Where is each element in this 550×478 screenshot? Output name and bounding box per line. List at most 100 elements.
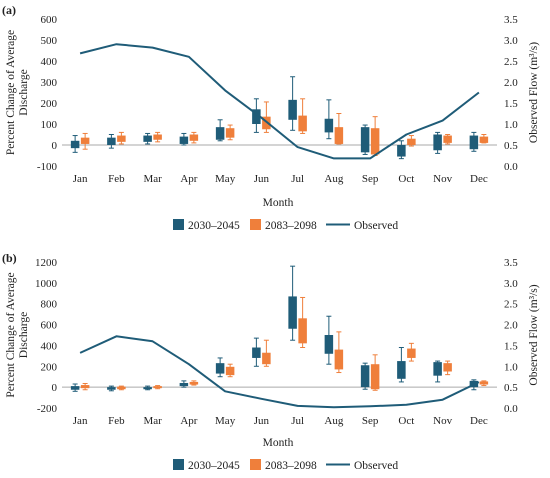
box-body xyxy=(107,137,116,145)
box-body xyxy=(433,362,442,376)
box-2083-2098 xyxy=(370,354,380,391)
legend-label-2083-2098: 2083–2098 xyxy=(265,460,317,472)
box-2030-2045 xyxy=(397,347,406,383)
y-tick-label: 100 xyxy=(41,119,58,131)
y2-tick-label: 0.0 xyxy=(504,403,518,415)
box-body xyxy=(397,145,406,157)
legend-label-observed: Observed xyxy=(354,460,398,472)
box-2030-2045 xyxy=(107,385,116,392)
box-body xyxy=(80,385,90,389)
y2-axis-title: Observed Flow (m³/s) xyxy=(528,284,540,385)
x-tick-label: Jan xyxy=(73,415,88,427)
y-tick-label: 200 xyxy=(41,361,58,373)
y-tick-label: 400 xyxy=(41,340,58,352)
x-tick-label: Oct xyxy=(398,173,414,185)
y-tick-label: 1200 xyxy=(35,257,58,269)
box-body xyxy=(324,335,334,354)
y2-tick-label: 3.5 xyxy=(504,257,518,269)
y2-tick-label: 2.5 xyxy=(504,56,518,68)
box-body xyxy=(334,127,344,144)
y-axis-title-line: Discharge xyxy=(18,69,30,115)
box-2030-2045 xyxy=(324,315,334,365)
box-2030-2045 xyxy=(288,265,297,341)
box-body xyxy=(360,365,370,388)
box-2030-2045 xyxy=(70,135,80,153)
x-tick-label: Sep xyxy=(362,415,379,427)
y2-tick-label: 1.0 xyxy=(504,361,518,373)
box-2083-2098 xyxy=(334,113,344,145)
box-body xyxy=(225,366,235,376)
y-tick-label: 300 xyxy=(41,77,58,89)
x-tick-label: May xyxy=(215,415,236,427)
y2-tick-label: 3.5 xyxy=(504,14,518,26)
box-2030-2045 xyxy=(215,119,225,142)
x-tick-label: Apr xyxy=(180,415,197,427)
box-2083-2098 xyxy=(262,101,271,133)
box-body xyxy=(117,135,126,142)
y-axis-title-line: Percent Change of Average xyxy=(5,272,17,397)
box-2030-2045 xyxy=(360,124,370,155)
y-axis-title: Percent Change of AverageDischarge xyxy=(5,30,30,155)
y2-tick-label: 3.0 xyxy=(504,35,518,47)
legend-swatch-2083-2098 xyxy=(250,459,261,470)
legend-swatch-2083-2098 xyxy=(250,219,261,230)
y2-tick-label: 2.0 xyxy=(504,320,518,332)
box-body xyxy=(360,127,370,153)
y-axis-title-line: Discharge xyxy=(18,312,30,358)
x-tick-label: Jul xyxy=(291,173,304,185)
panel-b: (b) -200 0 200 400 600 800 1000 1200 0.0 0.5 1.0 1… xyxy=(2,251,540,449)
box-2083-2098 xyxy=(479,134,489,144)
x-axis: Jan Feb Mar Apr May Jun Jul Aug Sep Oct Nov Dec xyxy=(73,173,488,185)
box-body xyxy=(189,381,199,385)
box-2030-2045 xyxy=(143,132,152,145)
box-2083-2098 xyxy=(407,135,416,147)
y2-tick-label: 3.0 xyxy=(504,278,518,290)
box-2083-2098 xyxy=(153,131,162,143)
box-body xyxy=(252,109,261,124)
box-body xyxy=(215,363,225,374)
y-tick-label: 0 xyxy=(52,140,58,152)
y2-tick-label: 0.5 xyxy=(504,382,518,394)
box-2083-2098 xyxy=(225,124,235,141)
box-2083-2098 xyxy=(298,98,307,134)
observed-line xyxy=(79,335,480,409)
x-tick-label: Jun xyxy=(254,173,270,185)
box-body xyxy=(288,99,297,120)
y2-tick-label: 1.5 xyxy=(504,340,518,352)
box-body xyxy=(70,386,80,390)
box-body xyxy=(370,364,380,390)
box-body xyxy=(215,127,225,140)
y2-tick-label: 1.0 xyxy=(504,119,518,131)
box-body xyxy=(153,134,162,140)
box-body xyxy=(407,348,416,358)
y2-tick-label: 2.0 xyxy=(504,77,518,89)
box-2030-2045 xyxy=(252,337,261,367)
box-2083-2098 xyxy=(407,342,416,362)
y2-tick-label: 0.0 xyxy=(504,161,518,173)
box-2030-2045 xyxy=(107,134,116,149)
box-body xyxy=(117,386,126,390)
box-2030-2045 xyxy=(70,383,80,392)
box-body xyxy=(179,136,189,144)
x-tick-label: Sep xyxy=(362,173,379,185)
secondary-y-axis: 0.0 0.5 1.0 1.5 2.0 2.5 3.0 3.5 xyxy=(504,14,518,173)
primary-y-axis: -200 0 200 400 600 800 1000 1200 xyxy=(35,257,58,415)
box-2030-2045 xyxy=(433,131,442,154)
box-2083-2098 xyxy=(262,339,271,367)
x-tick-label: Feb xyxy=(108,173,125,185)
box-body xyxy=(370,128,380,155)
x-axis-title: Month xyxy=(263,437,294,449)
y-tick-label: 1000 xyxy=(35,278,58,290)
x-tick-label: Jun xyxy=(254,415,270,427)
box-2083-2098 xyxy=(370,116,380,156)
x-tick-label: Mar xyxy=(143,415,162,427)
panel-label-b: (b) xyxy=(2,251,17,265)
box-body xyxy=(443,135,452,143)
legend-label-2030-2045: 2030–2045 xyxy=(188,460,240,472)
y-tick-label: 200 xyxy=(41,98,58,110)
box-2083-2098 xyxy=(334,331,344,374)
box-2030-2045 xyxy=(252,98,261,133)
box-plots xyxy=(70,265,489,392)
box-2030-2045 xyxy=(179,380,189,388)
box-2083-2098 xyxy=(117,131,126,145)
